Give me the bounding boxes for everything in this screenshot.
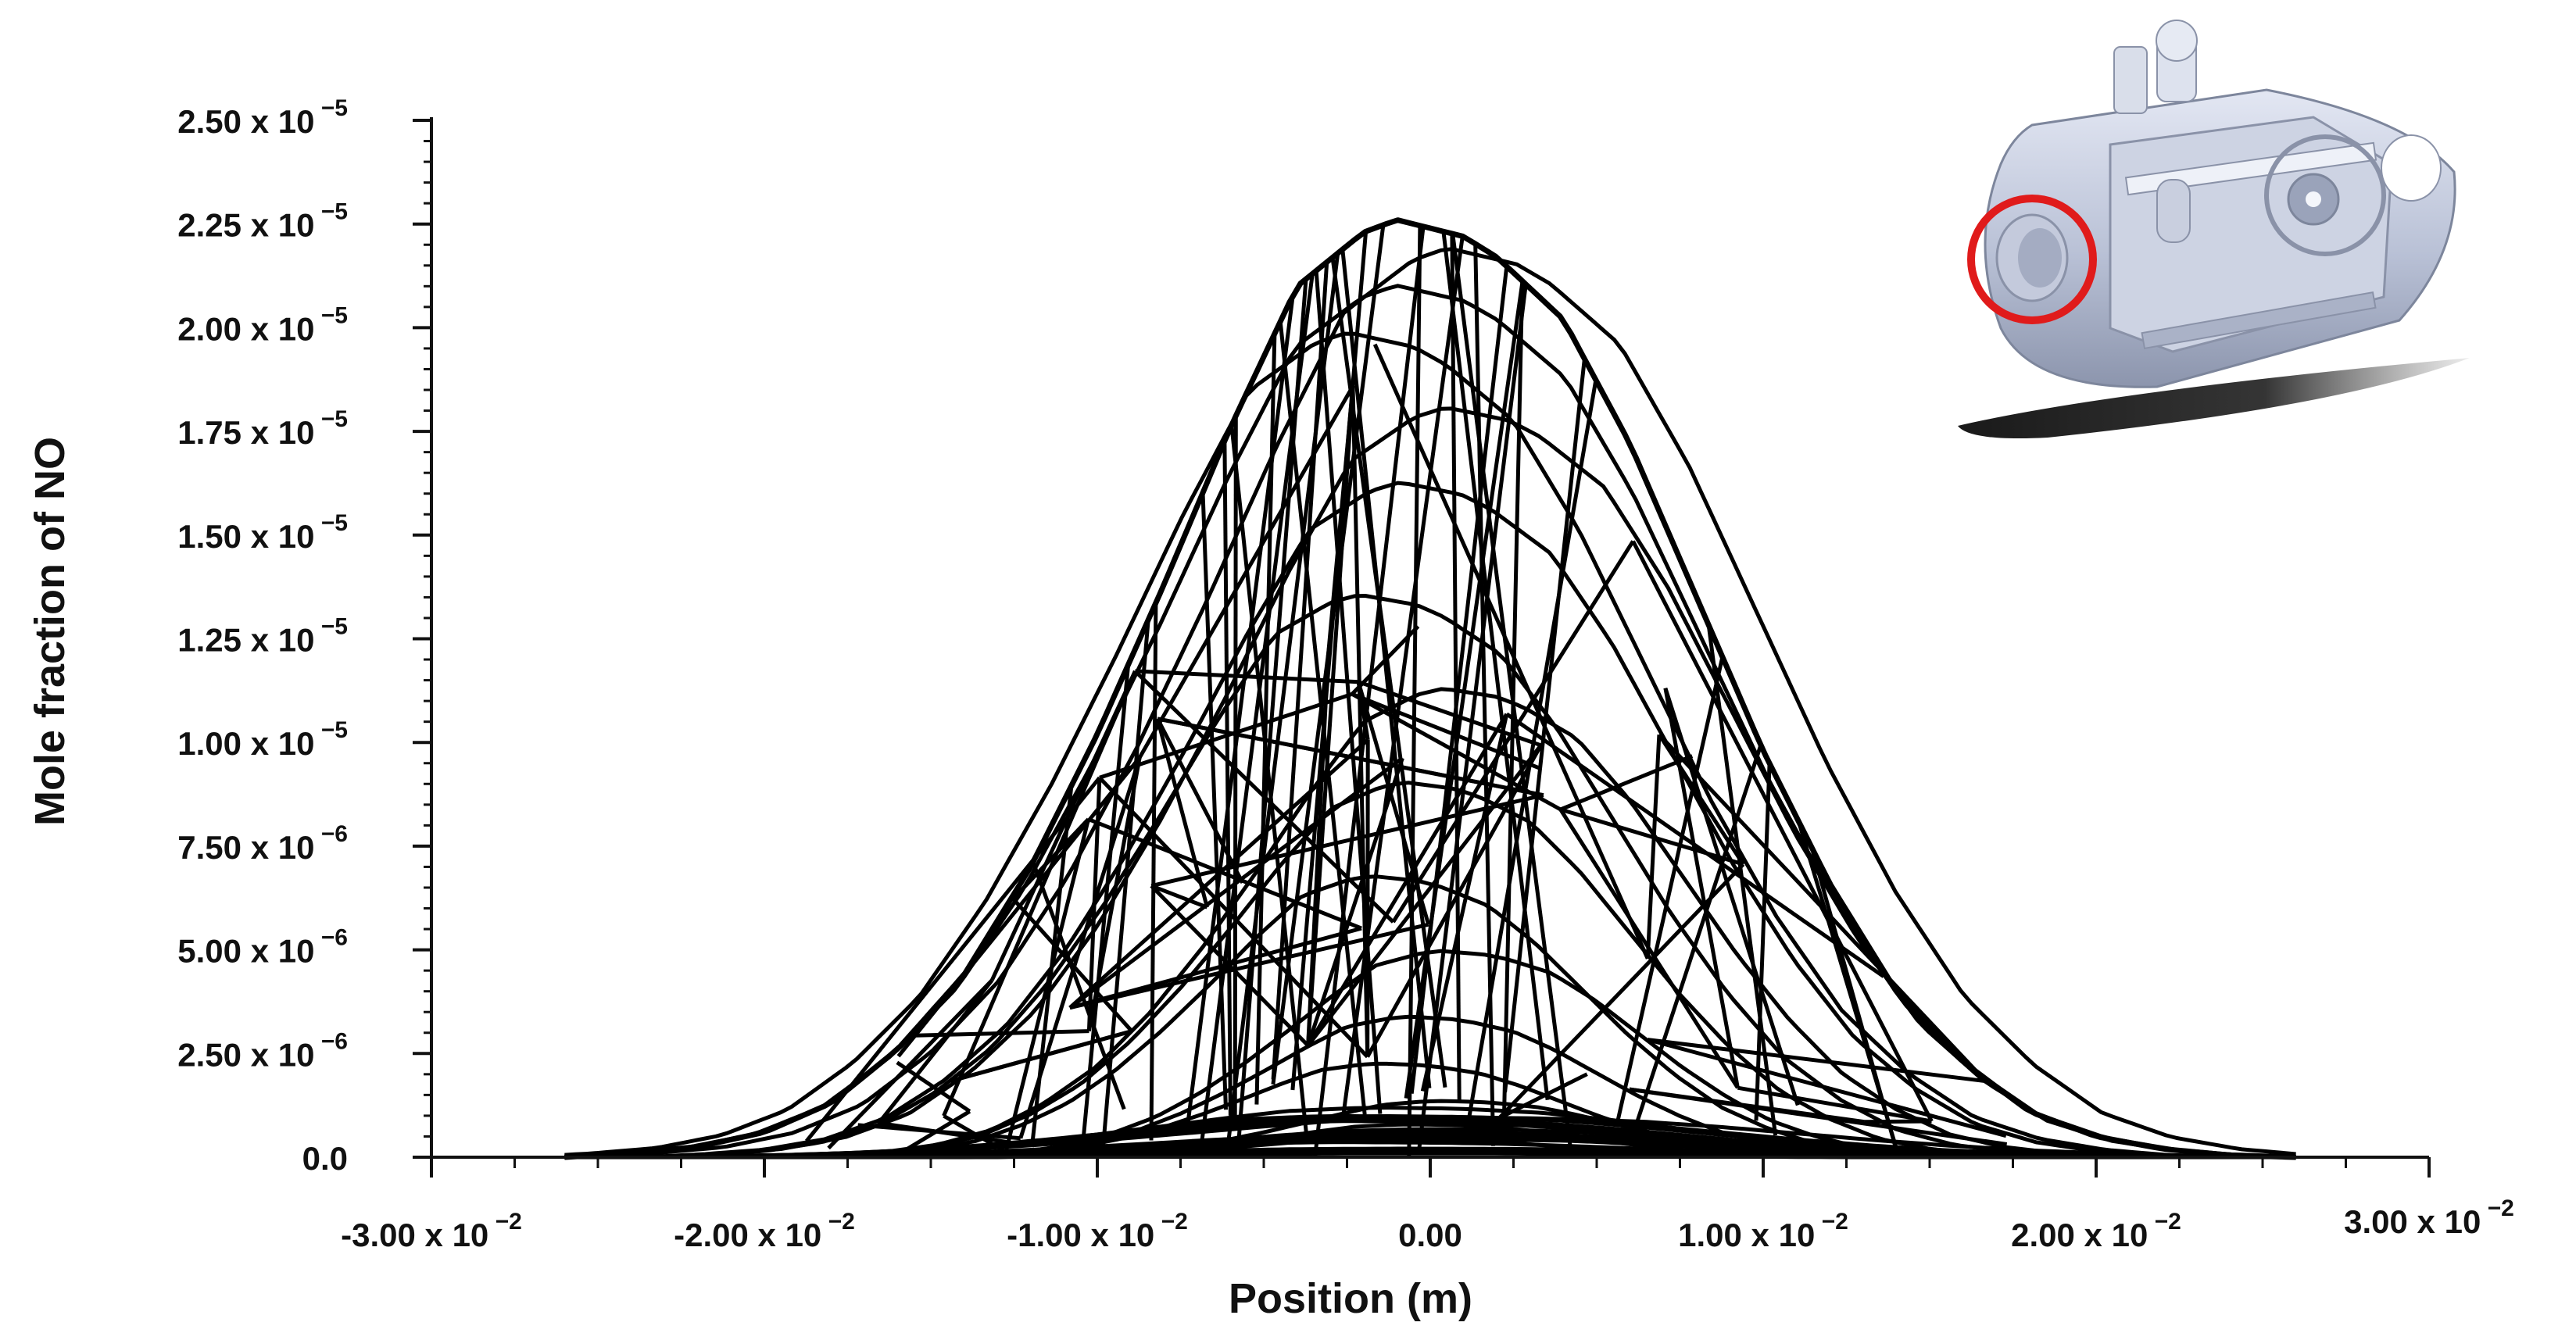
x-tick-label: 2.00 x 10 −2: [2011, 1209, 2181, 1253]
series-mesh-strut: [1417, 284, 1528, 1149]
series-mesh-edge: [1497, 863, 1745, 1120]
series-mesh-strut: [1341, 235, 1465, 1116]
highlight-circle: [1967, 195, 2097, 324]
series-mesh-edge: [1306, 744, 1543, 1047]
series-base-profile: [564, 1117, 2296, 1160]
x-tick-label: 1.00 x 10 −2: [1678, 1209, 1848, 1253]
series-mesh-strut: [1502, 281, 1525, 1117]
series-mesh-edge: [1004, 818, 1091, 1153]
series-mesh-strut: [1100, 620, 1150, 1153]
series-mesh-edge: [1559, 754, 1694, 812]
x-tick-label: -2.00 x 10 −2: [674, 1209, 855, 1253]
y-tick-label: 1.25 x 10 −5: [177, 614, 348, 659]
series-mesh-strut: [1200, 492, 1228, 1110]
series-mesh-strut: [1185, 295, 1295, 1132]
series-mesh-strut: [1340, 248, 1432, 1088]
x-tick-label: -3.00 x 10 −2: [341, 1209, 522, 1253]
series-mesh-strut: [1464, 379, 1598, 1135]
series-mesh-edge: [1559, 807, 1744, 867]
y-tick-label: 2.00 x 10 −5: [177, 302, 348, 347]
series-mesh-edge: [1631, 540, 1934, 1123]
series-mesh-strut: [1222, 441, 1233, 1116]
inlet-port-bore: [2018, 228, 2062, 288]
swirler-ring: [2264, 134, 2386, 256]
y-tick-label: 1.50 x 10 −5: [177, 510, 348, 555]
series-mesh-strut: [1706, 624, 1778, 1136]
tick-labels: 0.0 2.50 x 10 −6 5.00 x 10 −6 7.50 x 10 −6 1…: [177, 95, 2514, 1253]
series-mesh-strut: [1754, 763, 1772, 1121]
series-mesh-strut: [1409, 266, 1509, 1094]
injector-stem: [2156, 179, 2191, 243]
series-mesh-edge: [1648, 1038, 1987, 1084]
series-mesh-strut: [1199, 273, 1315, 1149]
series-mesh-edge: [1663, 688, 1740, 1088]
x-axis-title: Position (m): [1229, 1275, 1472, 1322]
series-mesh-edge: [1150, 884, 1208, 910]
series-mesh-edge: [804, 776, 1101, 1142]
series-mesh-strut: [1079, 664, 1131, 1156]
y-tick-label: 7.50 x 10 −6: [177, 821, 348, 866]
series-mesh-strut: [1796, 820, 1901, 1156]
series-mesh-edge: [1011, 817, 1090, 901]
series-mesh-edge: [1306, 386, 1355, 1046]
series-mesh-edge: [900, 1110, 971, 1155]
series-mesh-edge: [1069, 926, 1362, 1010]
series-mesh-edge: [1629, 1087, 1865, 1124]
series-mesh-strut: [1233, 416, 1238, 1118]
y-axis-title: Mole fraction of NO: [27, 437, 73, 826]
shadow-shape: [1958, 358, 2470, 438]
y-tick-label: 5.00 x 10 −6: [177, 925, 348, 970]
series-mesh-edge: [1086, 777, 1102, 1031]
series-mesh-edge: [942, 670, 1137, 1117]
series-mesh-strut: [1271, 262, 1329, 1080]
series-profile: [564, 331, 2296, 1160]
series-mesh-strut: [1229, 424, 1309, 1135]
series-mesh-edge: [1372, 343, 1650, 960]
series-mesh-edge: [1155, 718, 1209, 908]
series-profile: [564, 247, 2296, 1160]
x-tick-label: 0.00: [1398, 1217, 1462, 1253]
x-tick-label: 3.00 x 10 −2: [2344, 1195, 2514, 1240]
series-mesh-edge: [1864, 1119, 1932, 1124]
nozzle-cap: [2156, 20, 2198, 62]
series-mesh-edge: [1135, 669, 1359, 684]
ticks: [413, 119, 2431, 1178]
y-tick-label: 2.25 x 10 −5: [177, 199, 348, 244]
series-mesh-edge: [1558, 808, 1740, 1089]
bottom-rail: [2141, 291, 2377, 350]
series-mesh-strut: [1615, 656, 1725, 1121]
series-mesh-edge: [827, 978, 993, 1150]
top-rail: [2124, 141, 2377, 196]
swirler-center: [2306, 191, 2321, 207]
series-mesh-edge: [877, 979, 994, 1124]
y-tick-label: 1.00 x 10 −5: [177, 717, 348, 762]
combustor-cutaway-illustration: [1958, 20, 2470, 438]
series-mesh-strut: [1407, 225, 1422, 1157]
side-opening: [2381, 134, 2442, 202]
y-tick-label: 1.75 x 10 −5: [177, 406, 348, 451]
x-tick-label: -1.00 x 10 −2: [1007, 1209, 1188, 1253]
series-mesh-strut: [1314, 270, 1383, 1114]
series-mesh-strut: [1029, 785, 1074, 1148]
series-mesh-strut: [1313, 226, 1426, 1158]
y-tick-label: 0.0: [302, 1140, 348, 1177]
series-mesh-edge: [1647, 1038, 2007, 1138]
series-mesh-strut: [1503, 358, 1587, 1093]
series-mesh-strut: [1630, 744, 1763, 1136]
series-mesh-edge: [896, 1060, 971, 1113]
y-tick-label: 2.50 x 10 −5: [177, 95, 348, 140]
series-mesh-strut: [1441, 231, 1550, 1100]
series-mesh-strut: [1450, 233, 1462, 1102]
top-port: [2113, 46, 2148, 114]
series-mesh-strut: [1149, 602, 1158, 1141]
series-mesh-strut: [1290, 231, 1368, 1091]
series-mesh-edge: [878, 1120, 1011, 1145]
series-mesh-edge: [1663, 687, 1800, 1106]
y-tick-label: 2.50 x 10 −6: [177, 1028, 348, 1073]
